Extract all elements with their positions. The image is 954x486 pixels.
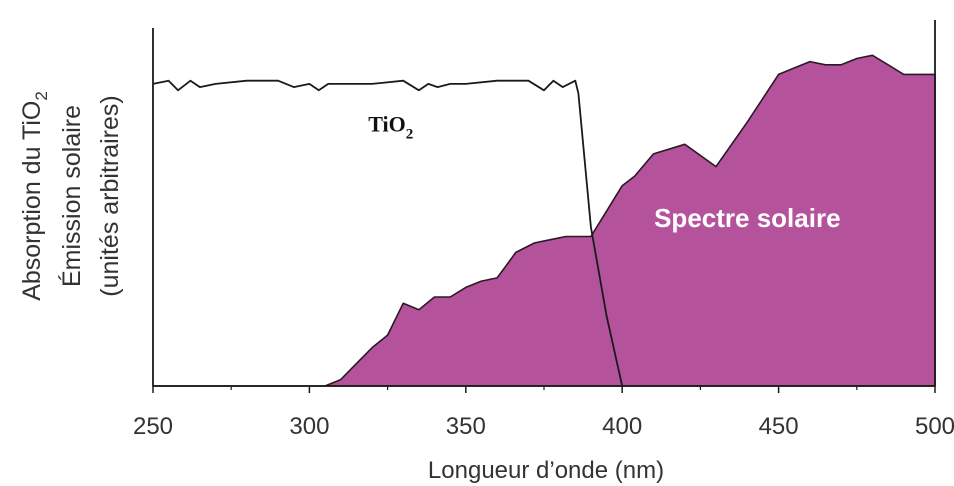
y-axis-title-units: (unités arbitraires) [96, 95, 124, 296]
x-tick-label: 450 [759, 413, 799, 440]
x-tick-label: 300 [289, 413, 329, 440]
x-axis-title: Longueur d’onde (nm) [428, 457, 664, 484]
solar-spectrum-annotation: Spectre solaire [654, 203, 840, 233]
x-tick-label: 500 [915, 413, 954, 440]
tio2-absorption-line [152, 79, 624, 387]
plot-area: 250 300 350 400 450 500 TiO2 Spectre solaire [133, 20, 954, 440]
x-tick-label: 250 [133, 413, 173, 440]
tio2-annotation: TiO2 [368, 112, 413, 143]
y-axis-title-emission: Émission solaire [57, 105, 86, 287]
y-axis-title-absorption: Absorption du TiO2 [18, 91, 51, 301]
solar-spectrum-area [152, 54, 936, 387]
x-tick-label: 350 [446, 413, 486, 440]
x-tick-label: 400 [602, 413, 642, 440]
y-axis-titles: Absorption du TiO2 Émission solaire (uni… [18, 91, 124, 301]
